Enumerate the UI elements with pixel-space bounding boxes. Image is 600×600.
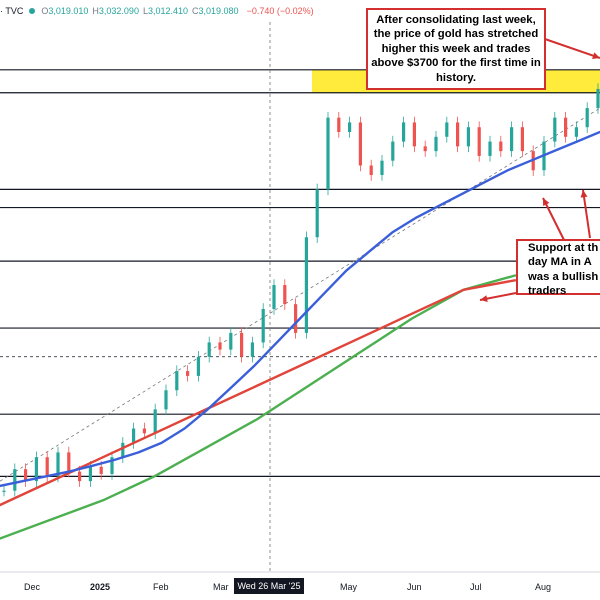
candle-body (391, 141, 395, 161)
candle-body (67, 452, 71, 472)
annotation-arrow-top-head (592, 52, 600, 59)
candle-body (510, 127, 514, 152)
candle-body (218, 342, 222, 350)
annotation-arrow-top (541, 37, 600, 59)
low-label: L (142, 6, 148, 16)
candle-body (337, 117, 341, 132)
candle-body (34, 457, 38, 482)
candle-body (283, 285, 287, 305)
support-note-line-3: was a bullish (528, 270, 599, 283)
annotation-arrow-support-1-head (543, 198, 550, 206)
x-tick-label: Feb (153, 582, 169, 592)
low-value: 3,012.410 (147, 6, 189, 16)
candle-body (294, 304, 298, 333)
candle-body (423, 146, 427, 152)
high-label: H (92, 6, 99, 16)
candle-body (434, 136, 438, 152)
candle-body (574, 127, 578, 137)
close-value: 3,019.080 (198, 6, 239, 16)
candle-body (175, 371, 179, 391)
annotation-arrow-support-3-head (480, 295, 488, 303)
annotation-arrow-support-2-head (580, 190, 588, 198)
status-dot-icon (29, 8, 36, 14)
candle-body (121, 442, 125, 458)
close-label: C (192, 6, 199, 16)
candle-body (261, 308, 265, 343)
candle-body (358, 122, 362, 166)
candle-body (240, 332, 244, 357)
x-tick-label: Jul (470, 582, 482, 592)
x-tick-label: May (340, 582, 358, 592)
candle-body (348, 122, 352, 132)
candle-body (412, 122, 416, 147)
trend-channel-line (0, 107, 600, 482)
x-tick-label: Mar (213, 582, 229, 592)
ma-blue-line (0, 130, 600, 488)
candle-body (186, 371, 190, 376)
candle-body (272, 285, 276, 309)
candle-body (477, 127, 481, 156)
high-value: 3,032.090 (98, 6, 139, 16)
candle-body (56, 452, 60, 477)
ma-green-line (0, 274, 517, 540)
annotation-arrow-support-2 (582, 189, 591, 239)
candle-body (13, 469, 17, 491)
candle-body (99, 466, 103, 474)
candle-body (45, 457, 49, 477)
candle-body (110, 457, 114, 474)
open-value: 3,019.010 (48, 6, 89, 16)
annotation-top-text: After consolidating last week, the price… (371, 13, 541, 84)
candle-body (488, 141, 492, 156)
candle-body (304, 237, 308, 333)
candle-body (520, 127, 524, 152)
x-tick-label: 2025 (90, 582, 111, 592)
candle-body (315, 189, 319, 238)
symbol-label: · TVC (0, 6, 24, 16)
x-tick-label: Dec (24, 582, 41, 592)
candle-body (207, 342, 211, 357)
candle-body (402, 122, 406, 142)
support-note-line-4: traders (528, 285, 567, 298)
support-note-line-2: day MA in A (528, 256, 592, 269)
candle-body (88, 466, 92, 482)
annotation-support-note: Support at th day MA in A was a bullish … (516, 239, 600, 298)
candle-body (196, 356, 200, 376)
open-label: O (41, 6, 49, 16)
x-tick-label: Jun (407, 582, 422, 592)
candle-body (326, 117, 330, 190)
ma-red-line (0, 279, 517, 507)
candle-body (164, 390, 168, 410)
candle-body (369, 165, 373, 176)
candle-body (553, 117, 557, 142)
candle-body (456, 122, 460, 147)
candle-body (24, 469, 28, 482)
annotation-arrow-support-1 (542, 197, 566, 243)
candle-body (596, 88, 600, 109)
candle-body (229, 332, 233, 350)
candle-body (499, 141, 503, 152)
annotation-top-note: After consolidating last week, the price… (366, 8, 546, 90)
crosshair-date-label: Wed 26 Mar '25 (234, 578, 304, 594)
candle-body (2, 490, 6, 492)
candle-body (78, 471, 82, 482)
change-value: −0.740 (−0.02%) (246, 6, 314, 16)
candle-body (132, 428, 136, 443)
candle-body (585, 108, 589, 128)
candle-body (445, 122, 449, 137)
ohlc-header: · TVC O 3,019.010 H 3,032.090 L 3,012.41… (0, 0, 314, 22)
candle-body (466, 127, 470, 147)
candle-body (380, 160, 384, 176)
candle-body (564, 117, 568, 137)
candle-body (142, 428, 146, 434)
candle-body (250, 342, 254, 357)
support-note-line-1: Support at th (528, 242, 599, 254)
x-tick-label: Aug (535, 582, 552, 592)
candle-body (153, 409, 157, 434)
